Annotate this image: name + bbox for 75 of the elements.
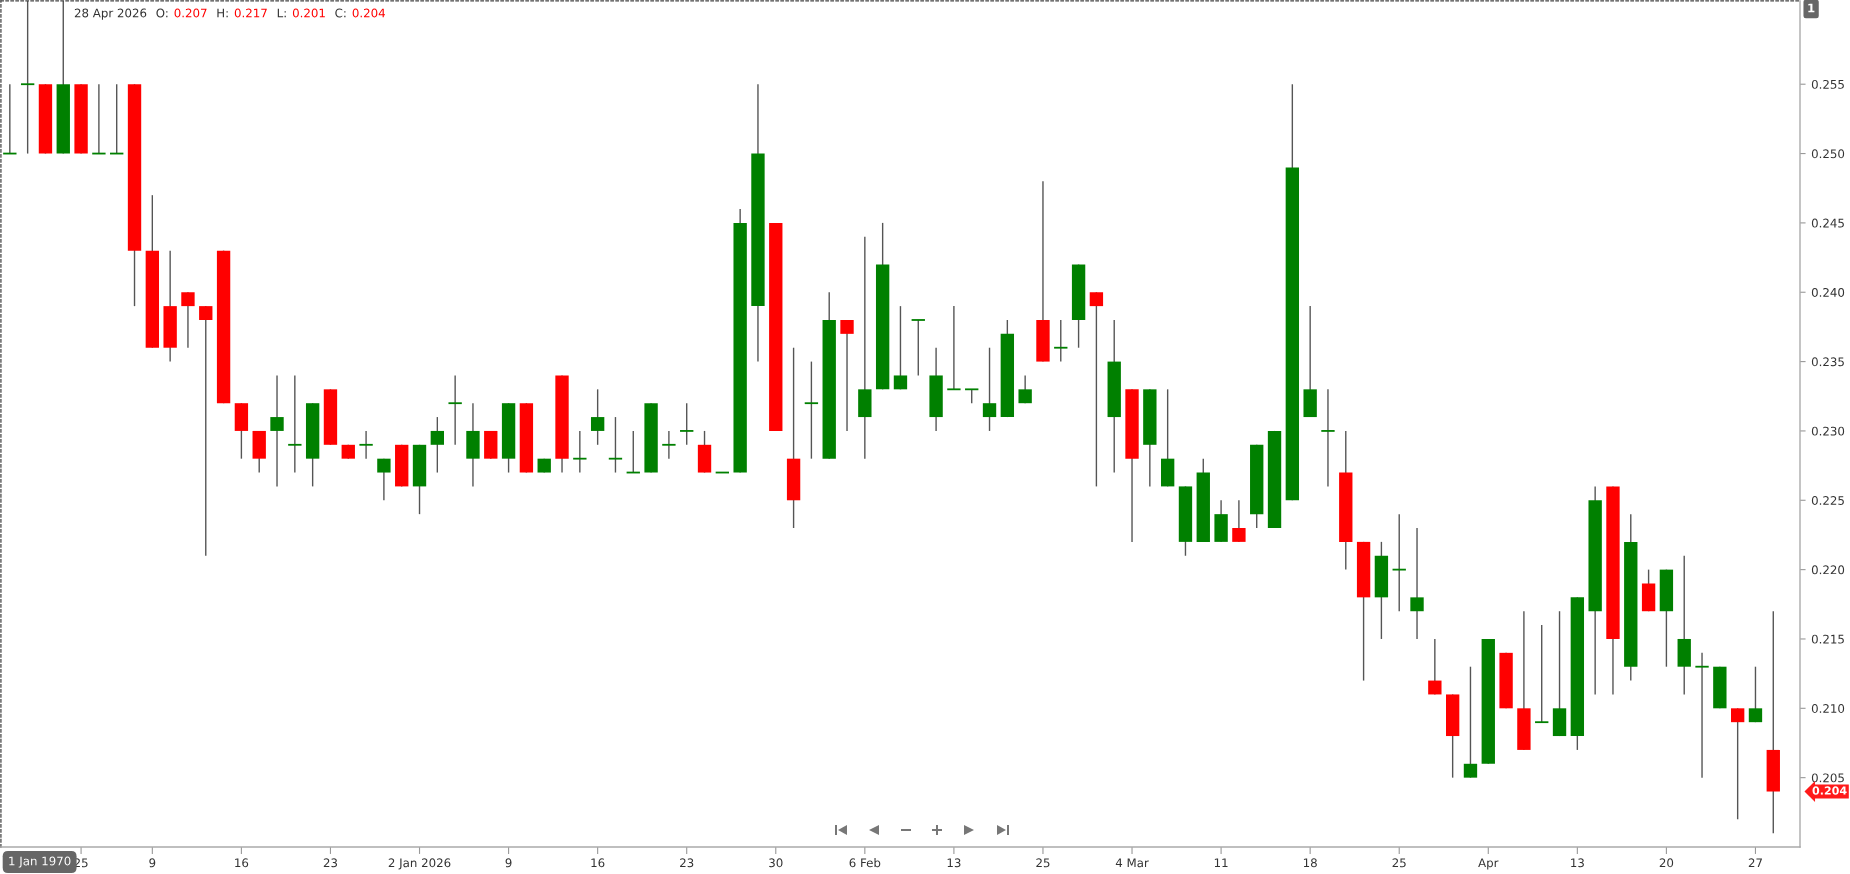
x-tick-label: 6 Feb <box>849 858 881 868</box>
x-tick-label: 23 <box>323 858 338 868</box>
y-tick-label: 0.235 <box>1811 357 1844 367</box>
candlestick <box>270 374 284 488</box>
annotation: H: <box>217 8 228 18</box>
candlestick <box>1391 513 1407 612</box>
candlestick <box>1053 319 1069 363</box>
annotation: C: <box>335 8 346 18</box>
candlestick <box>1534 624 1550 724</box>
annotation: 0.217 <box>234 8 267 18</box>
candlestick <box>1410 527 1424 640</box>
candlestick <box>840 319 854 432</box>
candlestick <box>1428 638 1442 696</box>
candlestick <box>946 305 962 391</box>
x-tick-label: 25 <box>1392 858 1406 868</box>
candlestick <box>181 291 195 349</box>
candlestick <box>572 430 588 474</box>
candlestick <box>1748 666 1763 723</box>
candlestick <box>20 1 36 155</box>
y-tick-label: 0.225 <box>1811 496 1844 505</box>
candlestick <box>1463 666 1478 779</box>
annotation: L: <box>277 8 286 18</box>
annotation: 0.204 <box>352 8 386 18</box>
x-tick-label: 16 <box>591 858 605 868</box>
candlestick <box>893 305 908 391</box>
candlestick <box>607 416 624 474</box>
candlestick <box>661 430 677 460</box>
x-tick-label: 27 <box>1748 858 1762 868</box>
candlestick <box>590 388 605 446</box>
annotation: 0.207 <box>174 8 207 18</box>
annotation: O: <box>156 8 168 18</box>
x-tick-label: 4 Mar <box>1115 858 1149 868</box>
annotation: 28 Apr 2026 <box>74 8 147 20</box>
candlestick <box>1232 499 1246 543</box>
candlestick <box>1018 374 1032 404</box>
x-tick-label: 16 <box>235 858 249 868</box>
candlestick <box>679 402 695 446</box>
candlestick <box>1730 707 1745 820</box>
x-tick-label: 13 <box>947 858 961 868</box>
candlestick <box>1694 652 1710 779</box>
y-tick-label: 0.215 <box>1811 634 1844 644</box>
y-tick-label: 0.230 <box>1811 426 1845 436</box>
candlestick <box>1320 388 1336 488</box>
x-tick-label: 9 <box>149 858 156 868</box>
x-tick-label: 25 <box>1036 858 1050 868</box>
x-tick-label: 20 <box>1659 858 1674 868</box>
candlestick <box>982 347 997 432</box>
x-tick-label: 30 <box>769 858 783 868</box>
x-tick-label: 11 <box>1214 858 1228 868</box>
candlestick <box>199 305 213 557</box>
candlestick <box>1089 291 1104 488</box>
y-tick-label: 0.220 <box>1811 565 1845 575</box>
y-tick-label: 0.255 <box>1811 79 1844 89</box>
candlestick <box>447 374 463 446</box>
y-tick-label: 0.205 <box>1811 773 1844 783</box>
y-tick-label: 0.250 <box>1811 149 1845 159</box>
x-tick-label: 2 Jan 2026 <box>388 858 451 870</box>
candlestick <box>430 416 445 474</box>
x-tick-label: 23 <box>680 858 694 868</box>
candlestick <box>377 457 391 501</box>
x-tick-label: 9 <box>505 858 512 868</box>
candlestick <box>358 430 374 460</box>
x-tick-label: 13 <box>1571 858 1584 868</box>
text: 0.204 <box>1812 786 1847 795</box>
candlestick <box>910 319 926 377</box>
x-tick-label: 18 <box>1303 858 1317 868</box>
y-tick-label: 0.245 <box>1811 218 1844 228</box>
text: 1 <box>1808 3 1815 13</box>
candlestick <box>803 360 819 460</box>
annotation: 0.201 <box>292 8 325 18</box>
candlestick <box>287 374 303 474</box>
y-tick-label: 0.240 <box>1811 287 1845 297</box>
text: 1 Jan 1970 <box>9 856 71 868</box>
y-tick-label: 0.210 <box>1811 704 1845 713</box>
x-tick-label: Apr <box>1478 858 1499 870</box>
